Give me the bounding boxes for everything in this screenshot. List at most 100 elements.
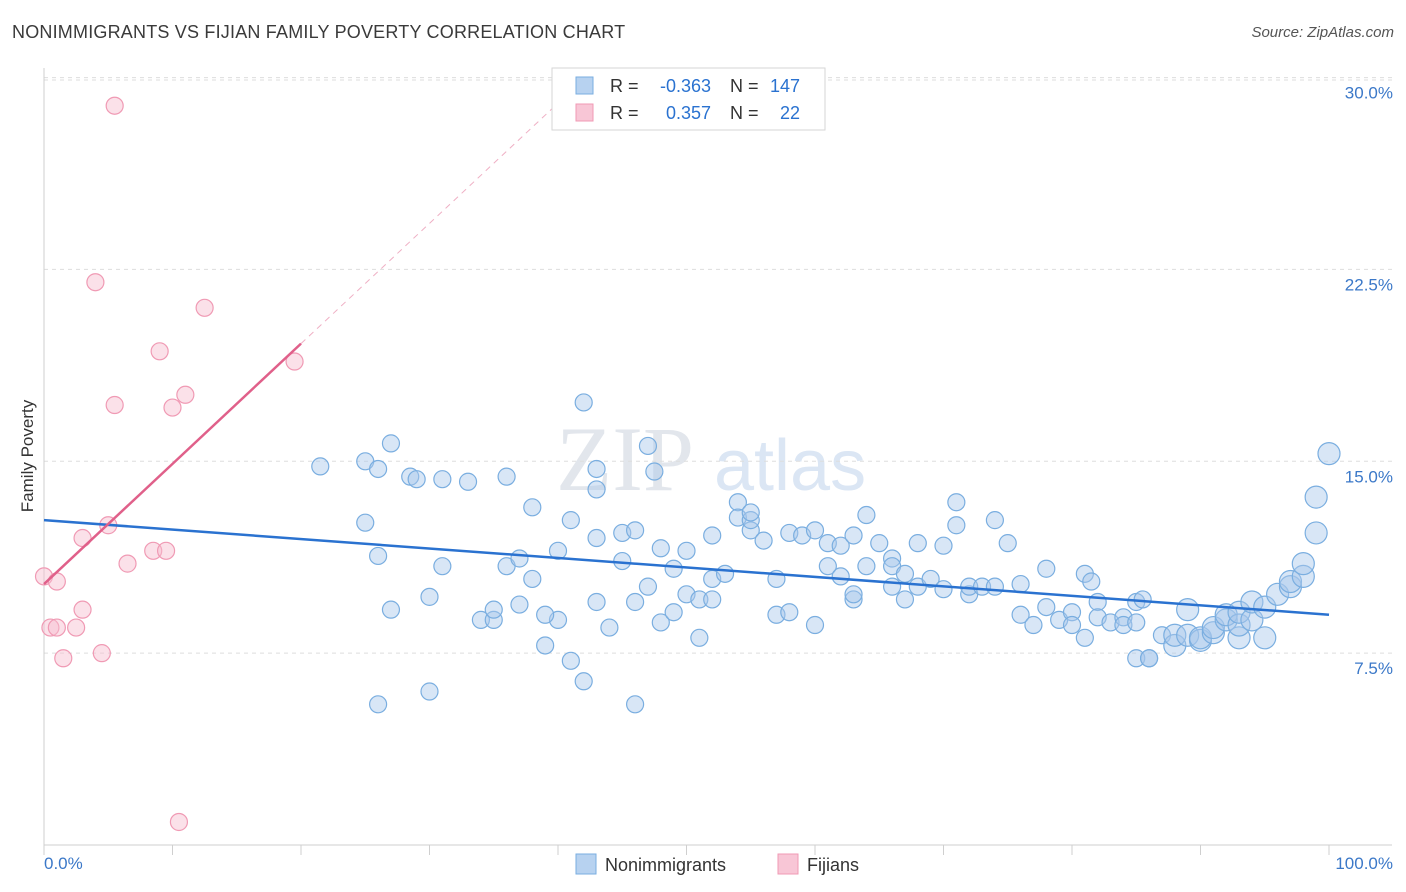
point-fijians [73,600,92,619]
y-tick-label: 22.5% [1345,275,1393,294]
point-nonimmigrants [690,590,709,609]
stats-swatch-blue [575,76,594,95]
point-nonimmigrants [831,536,850,555]
point-nonimmigrants [587,480,606,499]
point-nonimmigrants [715,564,735,583]
point-nonimmigrants [651,613,670,632]
point-nonimmigrants [947,516,966,535]
point-nonimmigrants [728,493,748,512]
point-fijians [163,398,182,417]
x-tick-label-max: 100.0% [1335,854,1393,873]
point-nonimmigrants [998,534,1017,553]
point-nonimmigrants [420,682,439,701]
point-fijians [47,618,66,637]
point-nonimmigrants [1037,597,1056,617]
point-nonimmigrants [638,436,658,456]
point-nonimmigrants [510,595,529,614]
point-nonimmigrants [690,628,709,647]
point-nonimmigrants [741,503,760,522]
point-nonimmigrants [895,590,915,609]
point-nonimmigrants [1127,613,1146,632]
point-nonimmigrants [844,526,863,545]
y-tick-label: 7.5% [1354,659,1393,678]
point-nonimmigrants [587,459,606,479]
point-nonimmigrants [548,541,568,560]
point-fijians [169,812,189,832]
point-nonimmigrants [1082,572,1101,591]
point-nonimmigrants [1011,605,1030,624]
point-nonimmigrants [458,472,478,491]
point-nonimmigrants [947,493,966,512]
point-nonimmigrants [638,577,658,596]
stats-n-value-blue: 147 [770,76,800,96]
point-nonimmigrants [1227,613,1251,637]
y-tick-labels: 7.5% 15.0% 22.5% 30.0% [1345,84,1393,679]
point-nonimmigrants [818,557,837,576]
point-nonimmigrants [1291,564,1315,589]
axes [43,68,1392,846]
point-fijians [105,96,124,115]
point-nonimmigrants [574,393,593,412]
stats-r-value-blue: -0.363 [660,76,711,96]
point-nonimmigrants [1163,633,1187,658]
point-nonimmigrants [536,636,555,655]
stats-n-label-pink: N = [730,103,759,123]
point-nonimmigrants [625,695,645,714]
point-nonimmigrants [587,592,606,612]
point-nonimmigrants [1253,595,1277,619]
watermark-zip: ZIP [556,408,694,510]
point-nonimmigrants [1088,592,1107,612]
point-nonimmigrants [805,521,825,540]
trend-line-fijians [43,342,302,585]
point-nonimmigrants [703,526,722,545]
point-nonimmigrants [664,559,683,578]
stats-swatch-pink [575,103,594,122]
y-axis-label: Family Poverty [18,399,37,512]
point-nonimmigrants [510,549,529,568]
point-nonimmigrants [369,546,388,566]
point-fijians [47,572,66,591]
point-fijians [195,298,214,317]
point-nonimmigrants [433,470,452,489]
point-nonimmigrants [985,577,1005,596]
point-nonimmigrants [844,590,863,609]
point-nonimmigrants [882,549,902,568]
point-nonimmigrants [895,564,915,583]
point-fijians [285,352,304,371]
point-nonimmigrants [780,603,799,622]
point-nonimmigrants [985,511,1005,530]
point-nonimmigrants [972,577,992,596]
point-nonimmigrants [369,695,388,714]
watermark-atlas: atlas [714,426,866,506]
point-nonimmigrants [484,610,503,629]
point-nonimmigrants [857,557,876,576]
point-nonimmigrants [574,672,593,691]
point-nonimmigrants [381,434,401,453]
stats-r-value-pink: 0.357 [666,103,711,123]
point-nonimmigrants [908,534,927,553]
stats-r-label-pink: R = [610,103,639,123]
point-nonimmigrants [1075,628,1094,647]
point-nonimmigrants [1278,569,1303,594]
point-nonimmigrants [523,498,542,517]
point-nonimmigrants [1127,649,1146,668]
stats-r-label-blue: R = [610,76,639,96]
point-nonimmigrants [433,557,452,576]
point-nonimmigrants [651,539,670,558]
trend-line-fijians-extension [300,90,572,344]
point-nonimmigrants [471,610,490,629]
legend-swatch-nonimmigrants [575,853,597,875]
stats-legend-box [551,67,826,131]
series-nonimmigrants [311,393,1341,714]
point-nonimmigrants [1227,626,1251,650]
chart-title: NONIMMIGRANTS VS FIJIAN FAMILY POVERTY C… [12,22,626,42]
point-nonimmigrants [703,590,722,609]
legend-swatch-fijians [777,853,799,875]
y-tick-label: 30.0% [1345,84,1393,103]
point-nonimmigrants [381,600,401,619]
point-nonimmigrants [369,459,388,479]
series-fijians [34,96,304,832]
point-nonimmigrants [1011,574,1030,594]
point-nonimmigrants [407,470,426,489]
point-fijians [86,273,105,292]
